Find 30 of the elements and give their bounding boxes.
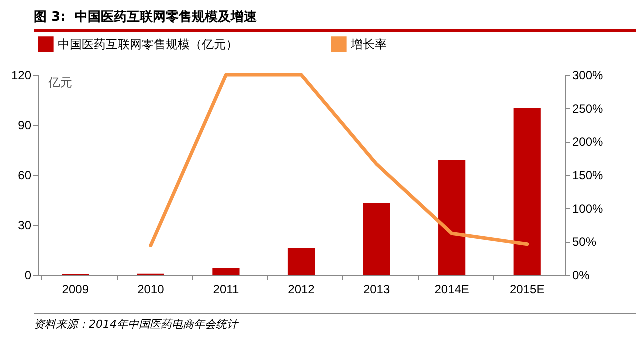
y-axis-title: 亿元 (48, 76, 72, 90)
bar (514, 108, 541, 275)
bar (288, 248, 316, 275)
y2-tick-label: 200% (572, 135, 604, 150)
x-tick-label: 2013 (363, 282, 390, 296)
x-tick-label: 2014E (434, 282, 470, 296)
line-series (149, 73, 530, 248)
y-tick-label: 60 (18, 168, 32, 182)
bar (212, 268, 240, 275)
chart-title: 图 3: 中国医药互联网零售规模及增速 (34, 6, 636, 32)
x-tick-label: 2015E (510, 282, 545, 296)
x-tick-label: 2009 (62, 282, 90, 296)
y-tick-label: 90 (18, 118, 32, 132)
text: 资料来源：2014年中国医药电商年会统计 (34, 313, 636, 332)
legend-label: 增长率 (350, 37, 387, 52)
y2-tick-label: 0% (572, 268, 590, 282)
y2-tick-label: 150% (572, 168, 604, 182)
y-tick-label: 30 (18, 218, 32, 232)
bar (363, 203, 390, 275)
y-tick-label: 120 (11, 68, 32, 82)
x-tick-label: 2011 (213, 282, 240, 296)
y-tick-label: 0 (24, 268, 32, 282)
y2-tick-label: 100% (572, 202, 604, 216)
y2-tick-label: 250% (572, 102, 604, 116)
y2-tick-label: 300% (572, 68, 604, 82)
legend-label: 中国医药互联网零售规模（亿元） (58, 37, 238, 52)
bar (438, 160, 466, 275)
x-tick-label: 2012 (288, 282, 316, 296)
y2-tick-label: 50% (572, 235, 597, 250)
x-tick-label: 2010 (138, 282, 165, 296)
